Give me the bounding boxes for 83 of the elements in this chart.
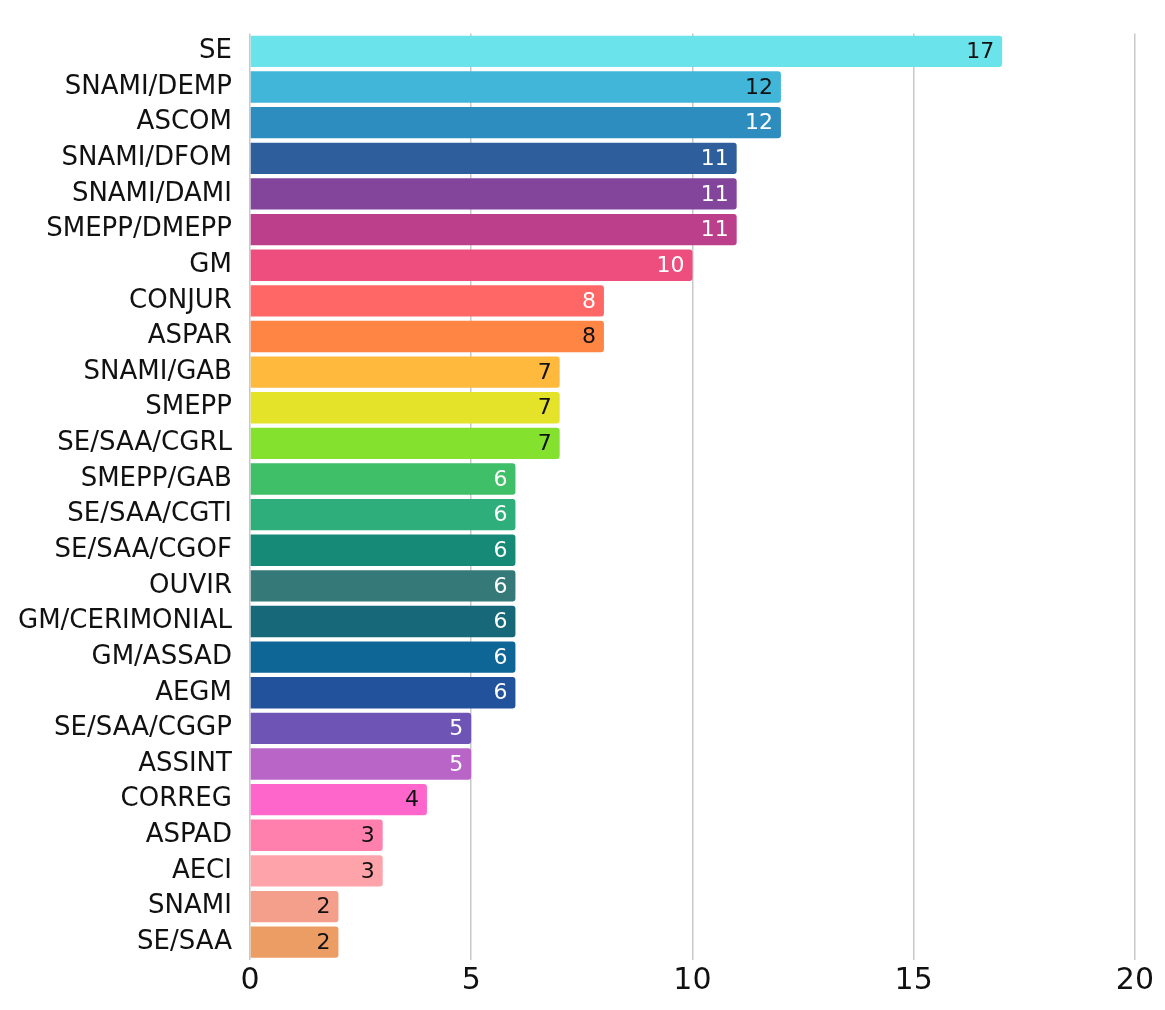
y-tick-label: SNAMI/DFOM (61, 141, 232, 172)
data-label: 6 (493, 536, 508, 562)
bar (250, 142, 737, 174)
y-tick-label: GM/CERIMONIAL (17, 604, 233, 635)
bar (250, 427, 560, 460)
data-label: 6 (493, 608, 508, 634)
data-label: 3 (360, 822, 375, 848)
bar (250, 35, 1003, 68)
data-label: 4 (404, 786, 419, 812)
y-tick-label: ASCOM (136, 105, 232, 136)
data-label: 6 (493, 501, 508, 527)
x-tick-label: 10 (673, 960, 712, 996)
bar (250, 712, 472, 745)
data-label: 12 (744, 109, 773, 135)
data-label: 11 (700, 145, 729, 171)
bar (250, 677, 516, 709)
y-tick-label: SMEPP/GAB (80, 461, 232, 492)
y-tick-label: AECI (171, 853, 232, 884)
data-label: 11 (700, 216, 729, 242)
data-label: 7 (537, 358, 552, 384)
bar (250, 926, 339, 958)
data-label: 5 (449, 750, 464, 776)
y-tick-label: SNAMI/DAMI (71, 176, 232, 207)
y-tick-label: SE/SAA (136, 924, 233, 955)
y-tick-label: SNAMI (148, 889, 232, 920)
data-label: 6 (493, 679, 508, 705)
bar (250, 320, 604, 353)
x-tick-label: 5 (461, 960, 481, 996)
data-label: 12 (744, 73, 773, 99)
y-tick-label: GM (189, 247, 232, 278)
data-label: 3 (360, 857, 375, 883)
bar (250, 605, 516, 638)
data-label: 6 (493, 465, 508, 491)
y-tick-label: CORREG (120, 782, 232, 813)
bar (250, 107, 781, 139)
y-tick-label: SE/SAA/CGOF (54, 533, 232, 563)
y-tick-label: SMEPP/DMEPP (46, 212, 232, 243)
data-label: 2 (316, 893, 331, 919)
bar (250, 498, 516, 531)
y-tick-label: SMEPP (145, 390, 232, 421)
bar (250, 213, 737, 246)
bar (250, 748, 472, 780)
data-label: 2 (316, 928, 331, 954)
data-label: 10 (656, 251, 685, 277)
data-label: 8 (581, 287, 596, 313)
bar (250, 249, 693, 281)
data-label: 8 (581, 323, 596, 349)
y-tick-label: AEGM (155, 675, 232, 706)
x-tick-label: 20 (1115, 960, 1155, 996)
y-tick-label: SE/SAA/CGGP (54, 711, 232, 742)
y-tick-label: ASSINT (138, 746, 233, 777)
bar (250, 855, 383, 887)
bar (250, 356, 560, 388)
y-tick-label: ASPAD (145, 818, 232, 849)
x-tick-label: 0 (240, 960, 260, 996)
y-tick-label: CONJUR (129, 283, 232, 314)
bar (250, 819, 383, 851)
bar (250, 463, 516, 495)
bar (250, 534, 516, 566)
bar (250, 71, 781, 103)
bar (250, 285, 604, 317)
data-label: 11 (700, 180, 729, 206)
y-tick-label: OUVIR (148, 568, 232, 599)
bar (250, 570, 516, 602)
y-tick-label: SNAMI/GAB (83, 354, 232, 385)
data-label: 6 (493, 572, 508, 598)
bar (250, 178, 737, 210)
data-label: 17 (966, 38, 995, 64)
data-label: 6 (493, 643, 508, 669)
y-tick-label: SE/SAA/CGRL (57, 426, 233, 457)
y-tick-label: SE (199, 34, 232, 65)
bar (250, 641, 516, 673)
x-tick-label: 15 (894, 960, 933, 996)
data-label: 7 (537, 394, 552, 420)
bar (250, 890, 339, 923)
bar (250, 783, 427, 816)
y-tick-label: ASPAR (147, 319, 232, 350)
y-tick-label: SNAMI/DEMP (64, 69, 232, 100)
y-tick-label: SE/SAA/CGTI (67, 497, 232, 528)
y-tick-label: GM/ASSAD (91, 639, 232, 670)
data-label: 7 (537, 430, 552, 456)
data-label: 5 (449, 715, 464, 741)
bar (250, 392, 560, 424)
